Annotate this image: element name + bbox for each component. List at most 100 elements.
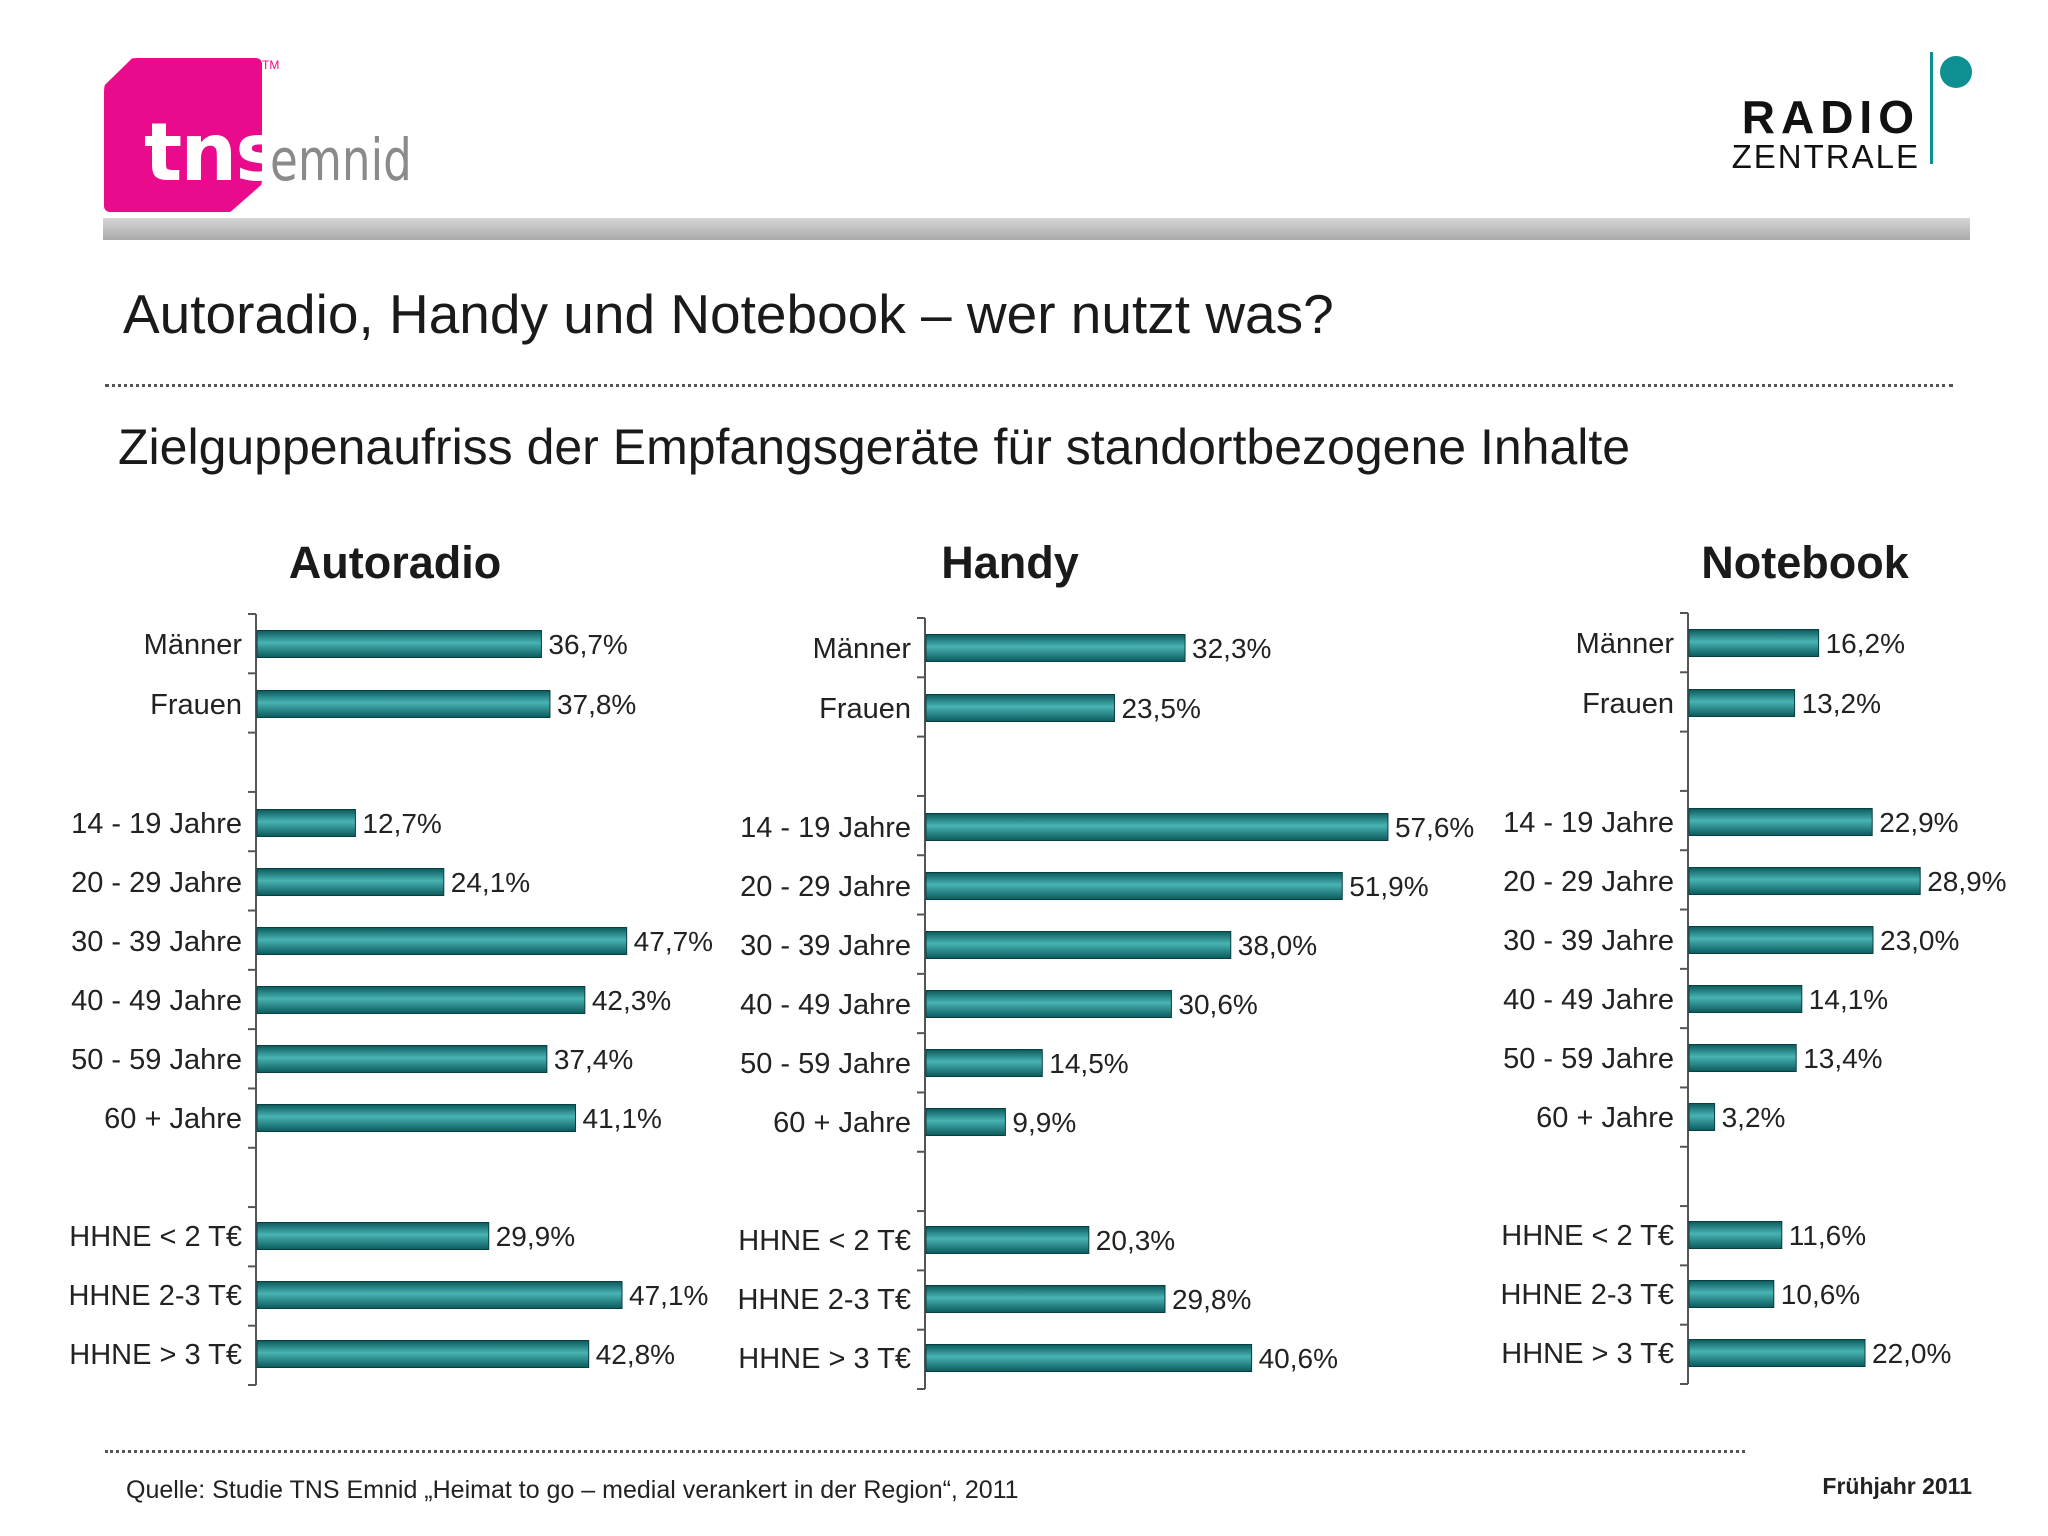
season-label: Frühjahr 2011 [1822, 1473, 1972, 1499]
category-label: 20 - 29 Jahre [740, 871, 911, 903]
category-label: 50 - 59 Jahre [1503, 1043, 1674, 1075]
tns-logo-tm: TM [262, 58, 280, 72]
bar [925, 694, 1115, 722]
category-label: 40 - 49 Jahre [1503, 984, 1674, 1016]
chart-panel-1: Autoradio 36,7% Männer 37,8% Frauen 12,7% 14 -… [68, 537, 713, 1386]
bar [925, 1108, 1006, 1136]
bar [256, 1281, 623, 1309]
bar-value-label: 42,8% [596, 1339, 675, 1370]
bar [1688, 867, 1921, 895]
bar-value-label: 40,6% [1259, 1343, 1338, 1374]
category-label: HHNE < 2 T€ [738, 1225, 911, 1257]
bar [1688, 1221, 1783, 1249]
bar [1688, 985, 1803, 1013]
bar-value-label: 30,6% [1178, 989, 1257, 1020]
category-label: 30 - 39 Jahre [740, 930, 911, 962]
bar-value-label: 13,4% [1803, 1043, 1882, 1074]
bar [1688, 1103, 1716, 1131]
category-label: 50 - 59 Jahre [71, 1044, 242, 1076]
bar-value-label: 42,3% [592, 985, 671, 1016]
bar [1688, 926, 1874, 954]
rz-logo-line [1930, 52, 1933, 164]
category-label: HHNE 2-3 T€ [1500, 1279, 1674, 1311]
tns-emnid-logo: tns TM emnid [104, 58, 412, 216]
bar [925, 931, 1232, 959]
bar-value-label: 23,0% [1880, 925, 1959, 956]
bar [1688, 689, 1796, 717]
category-label: 30 - 39 Jahre [71, 926, 242, 958]
bar [256, 868, 445, 896]
bar [1688, 629, 1820, 657]
bar [1688, 1339, 1866, 1367]
bar [925, 1285, 1166, 1313]
bar [1688, 1280, 1775, 1308]
bar-value-label: 47,1% [629, 1280, 708, 1311]
category-label: HHNE > 3 T€ [1501, 1338, 1674, 1370]
tns-logo-box [104, 58, 262, 212]
category-label: HHNE > 3 T€ [738, 1343, 911, 1375]
chart-panel-2: Handy 32,3% Männer 23,5% Frauen 57,6% 14 - 19 … [737, 537, 1474, 1390]
bar-value-label: 37,8% [557, 689, 636, 720]
bar [256, 809, 356, 837]
bar [925, 872, 1343, 900]
bar [1688, 808, 1873, 836]
page-subtitle: Zielguppenaufriss der Empfangsgeräte für… [118, 419, 1631, 475]
category-label: 40 - 49 Jahre [740, 989, 911, 1021]
radio-zentrale-logo: RADIO ZENTRALE [1670, 52, 1990, 175]
tns-logo-text: tns [144, 106, 283, 199]
category-label: Frauen [819, 693, 911, 725]
bar-value-label: 3,2% [1722, 1102, 1786, 1133]
bar [256, 927, 628, 955]
bar-value-label: 10,6% [1781, 1279, 1860, 1310]
bar-value-label: 37,4% [554, 1044, 633, 1075]
category-label: 14 - 19 Jahre [740, 812, 911, 844]
category-label: 14 - 19 Jahre [71, 808, 242, 840]
bar-value-label: 41,1% [583, 1103, 662, 1134]
bar-value-label: 29,8% [1172, 1284, 1251, 1315]
bar-value-label: 14,1% [1809, 984, 1888, 1015]
bar-value-label: 9,9% [1012, 1107, 1076, 1138]
bar-value-label: 32,3% [1192, 633, 1271, 664]
bar [256, 1340, 590, 1368]
title-divider [105, 384, 1953, 387]
bar [925, 1049, 1043, 1077]
bar-value-label: 57,6% [1395, 812, 1474, 843]
rz-logo-dot [1940, 56, 1972, 88]
bar-value-label: 47,7% [634, 926, 713, 957]
category-label: 60 + Jahre [104, 1103, 242, 1135]
category-label: Frauen [150, 689, 242, 721]
bar [256, 630, 542, 658]
bar-value-label: 14,5% [1049, 1048, 1128, 1079]
category-label: 20 - 29 Jahre [71, 867, 242, 899]
category-label: 20 - 29 Jahre [1503, 866, 1674, 898]
bar-value-label: 16,2% [1826, 628, 1905, 659]
category-label: 50 - 59 Jahre [740, 1048, 911, 1080]
category-label: 60 + Jahre [773, 1107, 911, 1139]
category-label: HHNE > 3 T€ [69, 1339, 242, 1371]
category-label: 30 - 39 Jahre [1503, 925, 1674, 957]
bar-value-label: 24,1% [451, 867, 530, 898]
bar-value-label: 51,9% [1349, 871, 1428, 902]
header-bar [103, 218, 1970, 240]
category-label: Männer [813, 633, 912, 665]
bar-value-label: 22,0% [1872, 1338, 1951, 1369]
bar-value-label: 28,9% [1927, 866, 2006, 897]
bar [925, 1344, 1253, 1372]
bar-value-label: 23,5% [1121, 693, 1200, 724]
bar-value-label: 36,7% [548, 629, 627, 660]
chart-panel-3: Notebook 16,2% Männer 13,2% Frauen 22,9% 14 - … [1500, 537, 2007, 1385]
bar-value-label: 38,0% [1238, 930, 1317, 961]
category-label: 60 + Jahre [1536, 1102, 1674, 1134]
bar [1688, 1044, 1797, 1072]
footer-divider [105, 1450, 1745, 1453]
category-label: 14 - 19 Jahre [1503, 807, 1674, 839]
tns-logo-emnid: emnid [270, 126, 412, 194]
bar-value-label: 29,9% [496, 1221, 575, 1252]
source-note: Quelle: Studie TNS Emnid „Heimat to go –… [126, 1476, 1019, 1504]
bar-value-label: 11,6% [1789, 1220, 1866, 1251]
bar [925, 990, 1172, 1018]
category-label: Frauen [1582, 688, 1674, 720]
bar [256, 1104, 577, 1132]
panel-title: Handy [941, 537, 1079, 588]
